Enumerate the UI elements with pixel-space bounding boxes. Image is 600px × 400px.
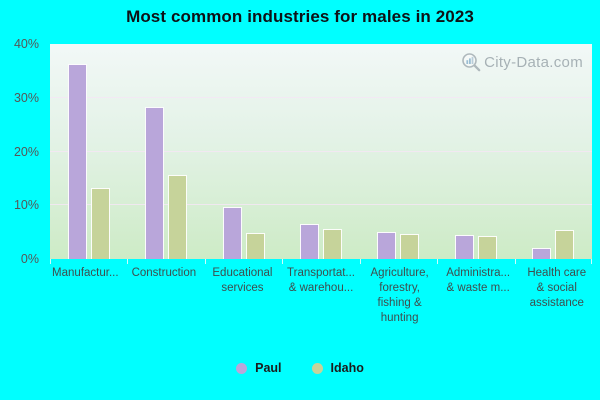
bar-paul-4 <box>299 224 319 259</box>
bar-paul-1 <box>67 63 87 259</box>
x-axis-label: Construction <box>131 267 197 279</box>
x-axis-label: Educational services <box>212 267 273 294</box>
plot-area: City-Data.com <box>50 44 592 259</box>
x-axis-label: Administra... & waste m... <box>446 267 511 294</box>
category-group <box>515 44 592 259</box>
idaho-legend-label: Idaho <box>330 361 364 375</box>
magnifier-chart-icon <box>461 52 481 72</box>
x-axis-labels: Manufactur... Construction Educational ser… <box>46 266 596 326</box>
x-axis-label: Transportat... & warehou... <box>287 267 355 294</box>
legend-item-paul: Paul <box>236 361 282 375</box>
y-axis-labels: 0% 10% 20% 30% 40% <box>0 37 44 266</box>
bar-paul-3 <box>222 207 242 259</box>
category-group <box>127 44 204 259</box>
x-axis-ticks <box>50 259 592 265</box>
x-axis-label: Agriculture, forestry, fishing & hunting <box>370 267 429 324</box>
bar-idaho-7 <box>555 229 575 259</box>
paul-legend-dot-icon <box>236 362 248 374</box>
paul-legend-label: Paul <box>255 361 282 375</box>
axis-tick <box>282 259 284 264</box>
y-tick-label: 0% <box>20 252 39 266</box>
bar-idaho-2 <box>168 174 188 259</box>
category-group <box>437 44 514 259</box>
bar-paul-5 <box>377 232 397 259</box>
category-group <box>50 44 127 259</box>
axis-tick <box>591 259 592 264</box>
y-tick-label: 40% <box>13 37 39 51</box>
watermark-text: City-Data.com <box>484 53 583 71</box>
bar-paul-7 <box>532 247 552 259</box>
axis-tick <box>127 259 129 264</box>
bar-paul-6 <box>454 235 474 259</box>
idaho-legend-dot-icon <box>311 362 323 374</box>
x-axis-label: Health care & social assistance <box>527 267 587 309</box>
bar-idaho-6 <box>477 236 497 259</box>
y-tick-label: 10% <box>13 198 39 213</box>
chart-title: Most common industries for males in 2023 <box>126 7 474 26</box>
axis-tick <box>359 259 361 264</box>
watermark: City-Data.com <box>461 52 583 72</box>
bar-idaho-3 <box>245 233 265 259</box>
category-group <box>282 44 359 259</box>
category-group <box>360 44 437 259</box>
x-axis-label: Manufactur... <box>52 267 119 279</box>
y-tick-label: 30% <box>13 90 39 105</box>
bar-paul-2 <box>145 107 165 259</box>
axis-tick <box>50 259 51 264</box>
axis-tick <box>514 259 516 264</box>
bar-idaho-4 <box>322 228 342 259</box>
category-group <box>205 44 282 259</box>
bar-idaho-5 <box>400 233 420 259</box>
bar-idaho-1 <box>90 187 110 259</box>
axis-tick <box>437 259 439 264</box>
legend-item-idaho: Idaho <box>311 361 364 375</box>
legend: Paul Idaho <box>0 361 600 375</box>
axis-tick <box>204 259 206 264</box>
y-tick-label: 20% <box>13 144 39 159</box>
bars-row <box>50 44 592 259</box>
